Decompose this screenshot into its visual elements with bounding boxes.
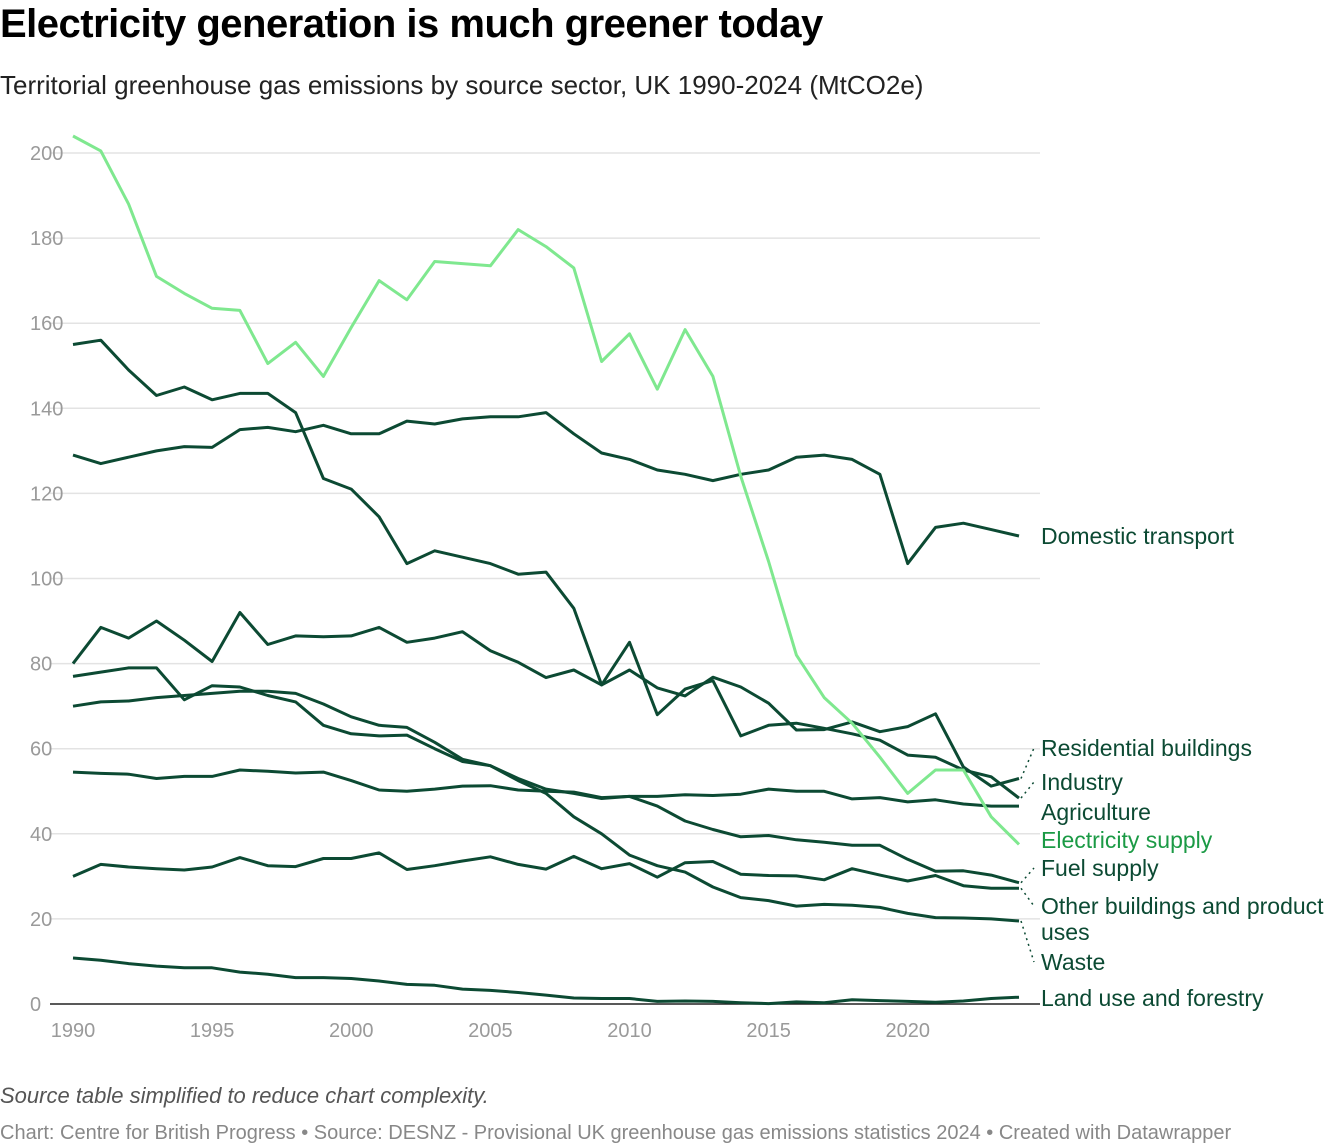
- y-tick-label: 100: [30, 569, 63, 591]
- y-tick-label: 40: [30, 824, 52, 846]
- label-connector: [1020, 747, 1035, 779]
- y-tick-label: 120: [30, 483, 63, 505]
- series-label: Domestic transport: [1041, 523, 1235, 549]
- series-label: Industry: [1041, 769, 1123, 795]
- series-line-land-use-and-forestry: [72, 956, 1020, 1006]
- series-label: Waste: [1041, 949, 1105, 975]
- x-tick-label: 2020: [885, 1020, 930, 1042]
- label-connector: [1020, 887, 1035, 907]
- y-tick-label: 20: [30, 909, 52, 931]
- series-line-electricity-supply: [72, 134, 1021, 846]
- series-line-waste: [72, 689, 1020, 923]
- series-line-domestic-transport: [72, 411, 1020, 566]
- chart-subtitle: Territorial greenhouse gas emissions by …: [0, 70, 924, 100]
- y-tick-label: 160: [30, 313, 63, 335]
- label-connector: [1020, 867, 1035, 884]
- label-connector: [1020, 920, 1035, 963]
- chart-credits: Chart: Centre for British Progress • Sou…: [0, 1122, 1232, 1144]
- chart-note: Source table simplified to reduce chart …: [0, 1083, 489, 1108]
- series-line-other-buildings-and-product-uses: [72, 851, 1019, 890]
- series-label: Residential buildings: [1041, 735, 1252, 761]
- y-tick-label: 80: [30, 654, 52, 676]
- x-tick-label: 1995: [190, 1020, 235, 1042]
- y-tick-label: 180: [30, 228, 63, 250]
- x-tick-label: 2015: [746, 1020, 791, 1042]
- label-connector: [1020, 781, 1035, 799]
- y-tick-label: 0: [30, 994, 41, 1016]
- x-tick-label: 1990: [51, 1020, 96, 1042]
- series-label: Other buildings and product uses: [1041, 893, 1324, 945]
- series-label: Agriculture: [1041, 799, 1151, 825]
- x-tick-label: 2005: [468, 1020, 513, 1042]
- x-tick-label: 2010: [607, 1020, 652, 1042]
- chart-title: Electricity generation is much greener t…: [0, 2, 823, 46]
- series-label: Fuel supply: [1041, 855, 1159, 881]
- x-tick-label: 2000: [329, 1020, 374, 1042]
- y-tick-label: 140: [30, 398, 63, 420]
- series-line-agriculture: [72, 768, 1019, 808]
- series-label: Land use and forestry: [1041, 985, 1264, 1011]
- y-tick-label: 200: [30, 143, 63, 165]
- series-label: Electricity supply: [1041, 827, 1213, 853]
- series-line-fuel-supply: [72, 666, 1020, 885]
- series-line-residential-buildings: [71, 611, 1020, 788]
- y-tick-label: 60: [30, 739, 52, 761]
